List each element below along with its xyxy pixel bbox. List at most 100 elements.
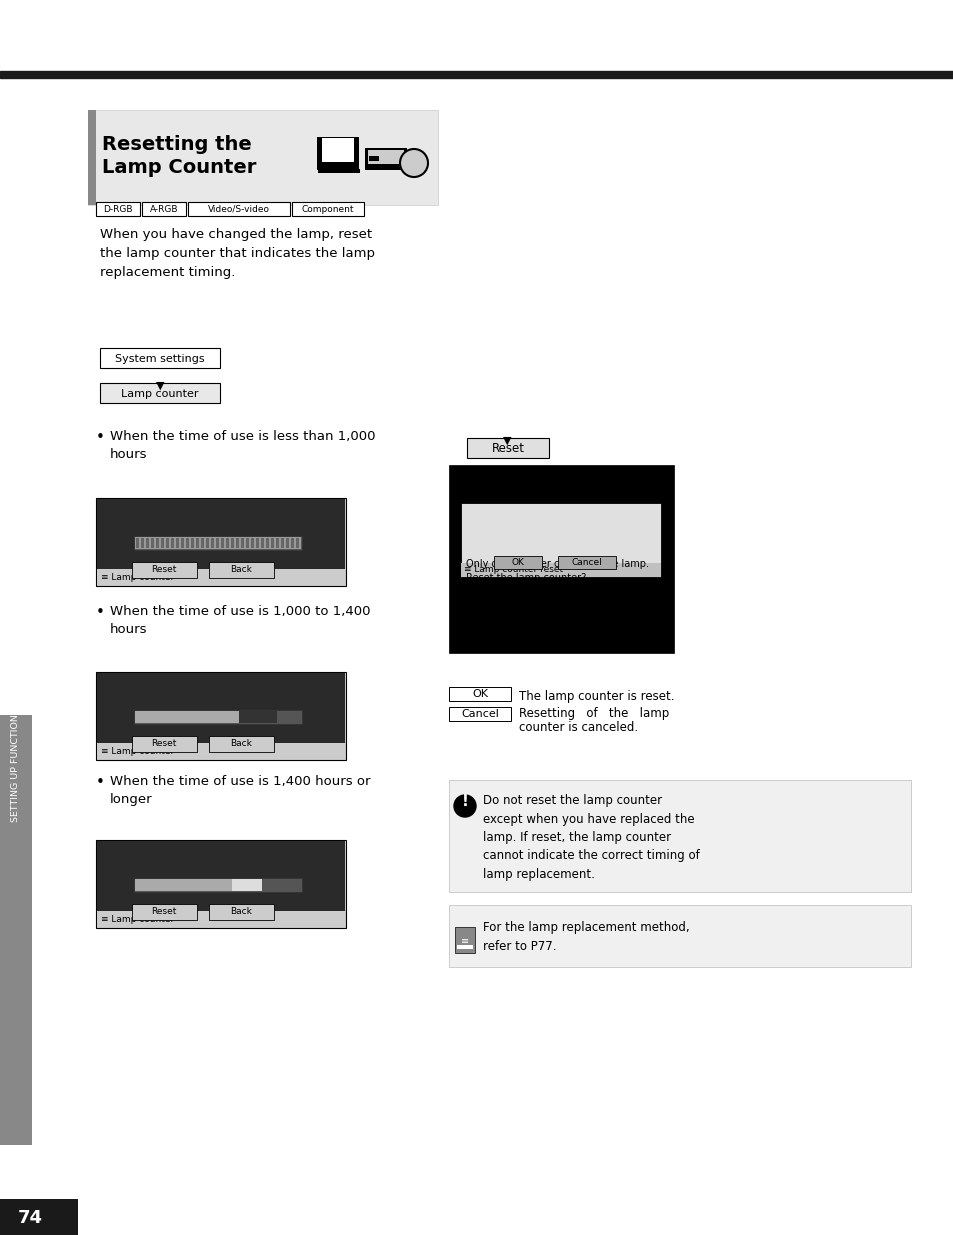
Bar [133, 536, 302, 550]
Bar [146, 538, 149, 548]
Text: Cancel: Cancel [571, 558, 601, 567]
Bar [135, 879, 232, 890]
Bar [97, 499, 345, 569]
Bar [449, 466, 673, 653]
Bar [88, 110, 437, 205]
Text: Component: Component [301, 205, 354, 214]
Text: The lamp counter is reset.: The lamp counter is reset. [518, 690, 674, 703]
Bar [195, 538, 199, 548]
Text: Video/S-video: Video/S-video [208, 205, 270, 214]
Text: ≡ Lamp counter: ≡ Lamp counter [101, 746, 174, 756]
Bar [96, 840, 346, 927]
Text: Cancel: Cancel [460, 709, 498, 719]
Bar [133, 710, 302, 724]
Text: Resetting   of   the   lamp: Resetting of the lamp [518, 706, 669, 720]
Bar [175, 538, 179, 548]
Bar [286, 538, 289, 548]
Text: Resetting the: Resetting the [102, 135, 252, 154]
Bar [166, 538, 169, 548]
Bar [317, 169, 359, 173]
Bar [97, 911, 345, 927]
Text: SETTING UP FUNCTIONS USING MENUS: SETTING UP FUNCTIONS USING MENUS [11, 638, 20, 823]
Text: ≡ Lamp counter reset: ≡ Lamp counter reset [463, 566, 562, 574]
Text: Reset: Reset [491, 442, 524, 456]
Bar [455, 927, 475, 953]
Bar [171, 538, 173, 548]
Bar [221, 538, 224, 548]
Bar [97, 841, 345, 911]
Text: !: ! [461, 794, 468, 809]
Bar [136, 538, 139, 548]
FancyBboxPatch shape [209, 904, 274, 920]
Bar [97, 743, 345, 760]
Bar [96, 498, 346, 585]
Text: Back: Back [230, 740, 252, 748]
Bar [322, 138, 354, 162]
Bar [96, 672, 346, 760]
Text: ▼: ▼ [155, 382, 164, 391]
Text: ≡: ≡ [460, 936, 469, 946]
Text: •: • [96, 605, 105, 620]
Text: Reset: Reset [152, 740, 176, 748]
Text: OK: OK [511, 558, 524, 567]
Text: 74: 74 [17, 1209, 43, 1228]
FancyBboxPatch shape [100, 348, 220, 368]
Bar [231, 538, 233, 548]
Bar [365, 148, 407, 170]
Text: •: • [96, 776, 105, 790]
Bar [271, 538, 274, 548]
Bar [239, 711, 276, 722]
Circle shape [399, 149, 428, 177]
Bar [460, 563, 660, 577]
FancyBboxPatch shape [142, 203, 186, 216]
Bar [281, 538, 284, 548]
Text: A-RGB: A-RGB [150, 205, 178, 214]
Bar [275, 538, 278, 548]
Text: When the time of use is less than 1,000
hours: When the time of use is less than 1,000 … [110, 430, 375, 461]
Text: When you have changed the lamp, reset
the lamp counter that indicates the lamp
r: When you have changed the lamp, reset th… [100, 228, 375, 279]
Bar [330, 165, 346, 170]
Bar [181, 538, 184, 548]
Bar [151, 538, 153, 548]
Bar [246, 538, 249, 548]
Text: •: • [96, 430, 105, 445]
FancyBboxPatch shape [209, 736, 274, 752]
FancyBboxPatch shape [96, 203, 140, 216]
Bar [97, 673, 345, 743]
Bar [369, 156, 378, 161]
FancyBboxPatch shape [188, 203, 290, 216]
Text: counter is canceled.: counter is canceled. [518, 721, 638, 734]
Circle shape [454, 795, 476, 818]
Bar [235, 538, 239, 548]
Bar [261, 538, 264, 548]
FancyBboxPatch shape [100, 383, 220, 403]
Text: Lamp Counter: Lamp Counter [102, 158, 256, 177]
Bar [558, 556, 616, 569]
Bar [368, 149, 403, 164]
Bar [226, 538, 229, 548]
FancyBboxPatch shape [449, 706, 511, 721]
Bar [191, 538, 193, 548]
Text: Do not reset the lamp counter
except when you have replaced the
lamp. If reset, : Do not reset the lamp counter except whe… [482, 794, 699, 881]
Bar [161, 538, 164, 548]
Bar [251, 538, 253, 548]
Text: System settings: System settings [115, 354, 205, 364]
Text: ▼: ▼ [502, 436, 511, 446]
Text: When the time of use is 1,400 hours or
longer: When the time of use is 1,400 hours or l… [110, 776, 370, 806]
Text: ≡ Lamp counter: ≡ Lamp counter [101, 573, 174, 582]
Bar [156, 538, 159, 548]
Text: ≡ Lamp counter: ≡ Lamp counter [101, 914, 174, 924]
Bar [241, 538, 244, 548]
Text: Back: Back [230, 566, 252, 574]
FancyBboxPatch shape [449, 781, 910, 892]
Bar [211, 538, 213, 548]
Bar [494, 556, 541, 569]
Text: Reset: Reset [152, 908, 176, 916]
Bar [316, 137, 358, 170]
Bar [456, 945, 473, 948]
FancyBboxPatch shape [132, 562, 196, 578]
Text: When the time of use is 1,000 to 1,400
hours: When the time of use is 1,000 to 1,400 h… [110, 605, 370, 636]
Bar [291, 538, 294, 548]
Bar [255, 538, 258, 548]
Text: Lamp counter: Lamp counter [121, 389, 198, 399]
